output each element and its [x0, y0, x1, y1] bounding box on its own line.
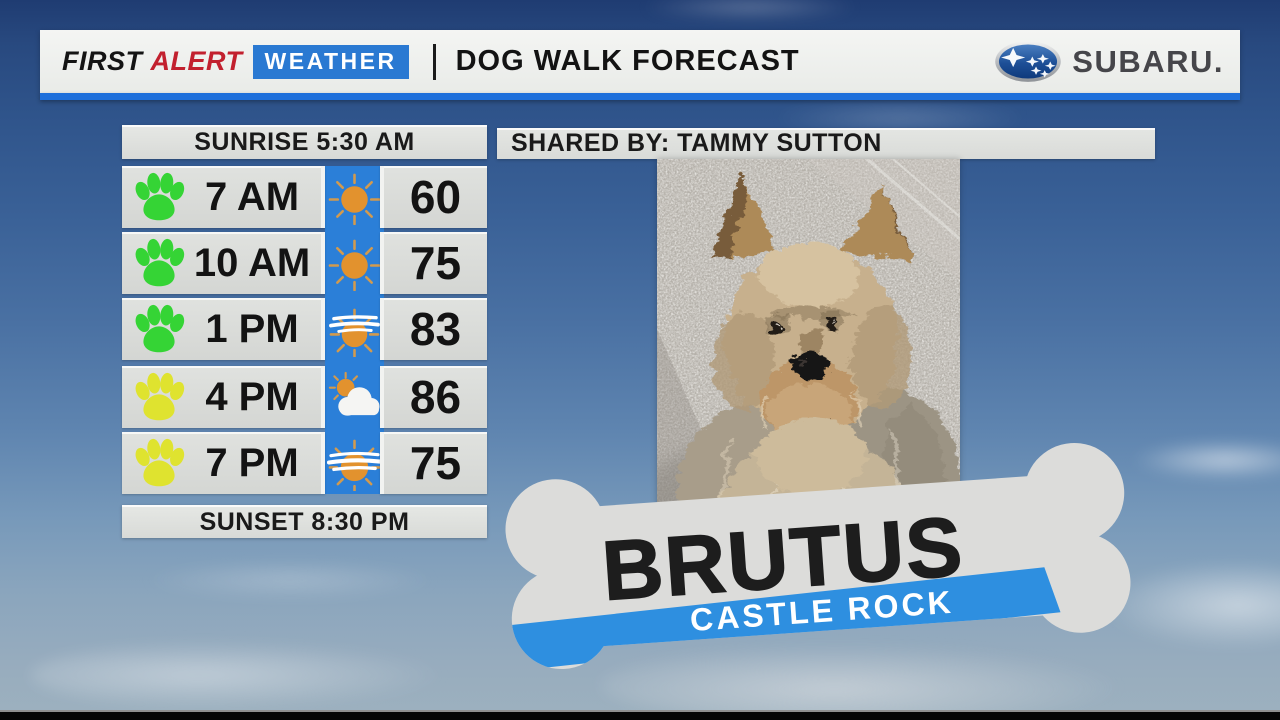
time-cell: 7 AM: [122, 166, 325, 228]
hazy-sun-icon: [327, 302, 382, 357]
paw-icon: [131, 172, 187, 222]
forecast-row: 1 PM 83: [122, 298, 487, 360]
subaru-logo-icon: [995, 41, 1062, 82]
time-label: 10 AM: [193, 240, 311, 285]
temperature-value: 75: [409, 237, 462, 289]
paw-icon: [131, 438, 187, 488]
header-bar: FIRST ALERT WEATHER DOG WALK FORECAST: [40, 30, 1240, 93]
shared-by-banner: SHARED BY: TAMMY SUTTON: [497, 128, 1155, 159]
paw-icon: [131, 304, 187, 354]
brand-alert: ALERT: [150, 46, 243, 76]
letterbox-bar: [0, 710, 1280, 720]
sponsor-name: SUBARU.: [1072, 43, 1224, 79]
time-cell: 1 PM: [122, 298, 325, 360]
sun-haze-icon: [327, 436, 382, 491]
partly-cloudy-icon: [327, 370, 382, 425]
weather-icon-cell: [325, 366, 384, 428]
weather-icon-cell: [325, 298, 384, 360]
temperature-cell: 75: [380, 232, 487, 294]
weather-icon-cell: [325, 232, 384, 294]
time-cell: 10 AM: [122, 232, 325, 294]
cloud-wisp: [1130, 440, 1280, 480]
time-cell: 4 PM: [122, 366, 325, 428]
paw-icon: [131, 372, 187, 422]
time-label: 1 PM: [205, 306, 299, 351]
weather-icon-cell: [325, 432, 384, 494]
temperature-cell: 86: [380, 366, 487, 428]
temperature-value: 86: [409, 371, 462, 423]
sunrise-banner: SUNRISE 5:30 AM: [122, 125, 487, 159]
temperature-value: 83: [409, 303, 462, 355]
forecast-row: 7 PM 75: [122, 432, 487, 494]
time-cell: 7 PM: [122, 432, 325, 494]
temperature-cell: 75: [380, 432, 487, 494]
sponsor: SUBARU.: [994, 39, 1224, 84]
time-label: 7 AM: [204, 174, 300, 219]
sunset-banner: SUNSET 8:30 PM: [122, 505, 487, 538]
weather-icon-cell: [325, 166, 384, 228]
bone-graphic: BRUTUS CASTLE ROCK: [502, 442, 1131, 673]
cloud-wisp: [30, 640, 450, 710]
temperature-value: 75: [409, 437, 462, 489]
sunny-icon: [327, 236, 382, 291]
forecast-panel: SUNRISE 5:30 AM 7 AM 60 10 AM: [122, 125, 487, 540]
temperature-value: 60: [409, 171, 462, 223]
forecast-row: 7 AM 60: [122, 166, 487, 228]
cloud-wisp: [640, 0, 860, 20]
forecast-row: 4 PM 86: [122, 366, 487, 428]
temperature-cell: 60: [380, 166, 487, 228]
brand-first: FIRST: [62, 46, 143, 76]
brand-weather-badge: WEATHER: [252, 44, 409, 79]
page-title: DOG WALK FORECAST: [455, 45, 800, 77]
header-underline: [40, 93, 1240, 100]
paw-icon: [131, 238, 187, 288]
shared-by-label: SHARED BY: TAMMY SUTTON: [511, 129, 882, 157]
forecast-row: 10 AM 75: [122, 232, 487, 294]
time-label: 4 PM: [205, 374, 299, 419]
header-divider: [432, 43, 436, 80]
station-brand: FIRST ALERT WEATHER: [62, 44, 409, 79]
time-label: 7 PM: [205, 440, 299, 485]
temperature-cell: 83: [380, 298, 487, 360]
cloud-wisp: [140, 560, 440, 600]
sunny-icon: [327, 170, 382, 225]
